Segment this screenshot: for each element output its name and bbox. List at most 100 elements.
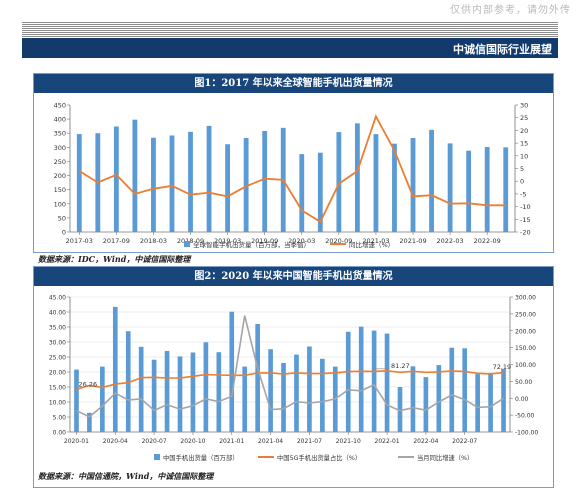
bar [113,126,119,232]
bar [203,342,209,432]
y-left-tick-label: 25.00 [49,355,66,362]
bar [138,346,144,432]
y-left-tick-label: 100 [54,200,66,208]
y-right-tick-label: 0 [520,178,524,186]
y-right-tick-label: -100.00 [515,430,538,437]
bar [255,324,260,432]
y-right-tick-label: 20 [520,127,528,135]
bar [74,369,79,432]
bar [307,346,312,432]
watermark-text: 仅供内部参考，请勿外传 [450,5,571,16]
x-tick-label: 2020-03 [288,237,315,245]
legend-label: 中国手机出货量（百万部） [163,453,239,462]
bar [423,377,429,432]
bar [100,366,105,432]
legend-label: 当月同比增速（%） [417,453,473,462]
x-tick-label: 2022-09 [474,237,501,245]
x-tick-label: 2021-09 [399,237,426,245]
y-right-tick-label: -50.00 [515,413,535,420]
x-tick-label: 2020-04 [103,438,128,445]
legend-label: 全球智能手机出货量（百万部，当季值） [193,240,310,249]
bar [229,311,235,432]
bar [243,138,249,232]
bar [294,354,299,432]
y-right-tick-label: 15 [520,140,528,148]
x-tick-label: 2018-09 [177,237,204,245]
bar [299,154,305,232]
chart2-title: 图2：2020 年以来中国智能手机出货量情况 [34,267,553,286]
y-right-tick-label: -20 [520,229,531,237]
x-tick-label: 2020-09 [325,237,352,245]
y-left-tick-label: 50 [58,214,66,222]
bar [188,131,193,232]
y-right-tick-label: -10 [520,203,531,211]
series-line [78,114,506,224]
brand-bar: 中诚信国际行业展望 [22,38,558,58]
bar [206,125,212,232]
bar [501,369,506,432]
legend-swatch-bar [184,241,190,247]
bar [392,143,397,232]
bar [320,358,325,432]
x-tick-label: 2019-03 [214,237,241,245]
chart1-title: 图1：2017 年以来全球智能手机出货量情况 [34,74,553,93]
bar [268,349,273,432]
bar [164,351,170,432]
x-tick-label: 2020-10 [180,438,205,445]
y-right-tick-label: -5 [520,190,526,198]
bar [87,412,92,432]
y-left-tick-label: 0 [62,229,66,237]
x-tick-label: 2020-01 [64,438,89,445]
bar [132,119,138,232]
x-tick-label: 2021-04 [258,438,283,445]
y-left-tick-label: 150 [54,186,66,194]
bar [354,123,360,232]
bar [225,144,231,232]
y-right-tick-label: 50.00 [515,379,532,386]
bar [503,147,509,232]
x-tick-label: 2022-03 [437,237,464,245]
chart1-panel: 图1：2017 年以来全球智能手机出货量情况 0 50 100 150 200 250 30… [33,73,554,253]
y-right-tick-label: 10 [520,152,528,160]
y-left-tick-label: 30.00 [49,340,66,347]
chart1-source: 数据来源：IDC，Wind，中诚信国际整理 [38,254,191,264]
bar [336,132,342,232]
y-left-tick-label: 45.00 [49,295,66,302]
bar [216,352,222,432]
y-right-tick-label: 250.00 [515,311,536,318]
bar [358,326,364,432]
x-tick-label: 2022-01 [375,438,400,445]
bar [410,138,416,232]
annotation-label: 26.26 [78,380,97,388]
bar [281,363,286,432]
y-left-tick-label: 400 [54,116,66,124]
chart1-plot: 0 50 100 150 200 250 300 350 400 450 -20 -15 -10 -5 0 5… [54,102,531,250]
x-tick-label: 2021-10 [336,438,361,445]
brand-title: 中诚信国际行业展望 [453,43,552,56]
bar [317,152,323,232]
x-tick-label: 2020-07 [142,438,167,445]
x-tick-label: 2022-07 [452,438,477,445]
y-left-tick-label: 250 [54,158,66,166]
y-right-tick-label: 25 [520,114,528,122]
x-tick-label: 2021-01 [219,438,244,445]
bar [436,365,442,432]
bar [125,331,131,432]
y-left-tick-label: 5.00 [53,415,67,422]
bar [475,374,480,432]
bar [177,356,183,432]
x-tick-label: 2019-09 [251,237,278,245]
y-left-tick-label: 200 [54,172,66,180]
bar [345,331,351,432]
y-right-tick-label: 200.00 [515,328,536,335]
bar [447,143,453,232]
bar [384,333,390,432]
annotation-label: 81.27 [391,362,410,370]
y-right-tick-label: -15 [520,216,531,224]
chart2-plot: 0.00 5.00 10.00 15.00 20.00 25.00 30.00 35.00 40… [49,295,539,463]
bar [371,330,377,432]
x-tick-label: 2017-09 [103,237,130,245]
series-line [76,369,504,391]
annotation-label: 72.19 [493,363,512,371]
y-right-tick-label: 150.00 [515,345,536,352]
